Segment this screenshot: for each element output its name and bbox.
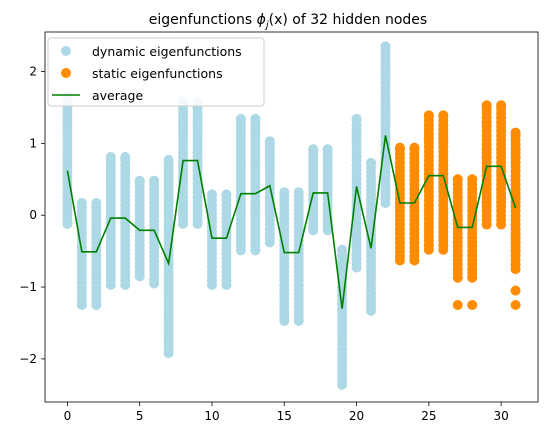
static-eigenfunction-point (409, 142, 420, 153)
y-tick-label: 0 (29, 208, 37, 222)
legend-marker-static (61, 68, 71, 78)
legend-label-dynamic: dynamic eigenfunctions (92, 44, 242, 59)
static-eigenfunction-point (510, 300, 521, 311)
x-tick-label: 0 (64, 409, 72, 423)
static-eigenfunction-point (496, 100, 507, 111)
static-eigenfunction-point (510, 285, 521, 296)
dynamic-eigenfunction-point (149, 175, 160, 186)
dynamic-eigenfunction-point (134, 175, 145, 186)
x-tick-label: 20 (349, 409, 364, 423)
static-eigenfunction-point (438, 110, 449, 121)
x-tick-label: 25 (421, 409, 436, 423)
average-line (66, 135, 517, 309)
dynamic-eigenfunction-point (337, 244, 348, 255)
dynamic-eigenfunction-point (163, 154, 174, 165)
legend-label-average: average (92, 88, 143, 103)
static-eigenfunction-point (481, 100, 492, 111)
static-eigenfunction-point (452, 300, 463, 311)
static-eigenfunction-point (467, 300, 478, 311)
legend-label-static: static eigenfunctions (92, 66, 223, 81)
dynamic-eigenfunction-point (221, 189, 232, 200)
static-eigenfunction-point (467, 174, 478, 185)
static-eigenfunction-point (423, 110, 434, 121)
dynamic-eigenfunction-point (235, 113, 246, 124)
dynamic-eigenfunction-point (250, 113, 261, 124)
y-tick-label: 1 (29, 136, 37, 150)
x-tick-label: 30 (493, 409, 508, 423)
static-eigenfunction-point (394, 142, 405, 153)
x-tick-label: 10 (204, 409, 219, 423)
axes-frame (44, 31, 539, 403)
static-eigenfunction-point (510, 127, 521, 138)
plot-area (62, 41, 521, 390)
dynamic-eigenfunction-point (76, 197, 87, 208)
dynamic-eigenfunction-point (206, 189, 217, 200)
x-tick-label: 15 (277, 409, 292, 423)
y-tick-label: 2 (29, 65, 37, 79)
x-tick-label: 5 (136, 409, 144, 423)
legend-marker-dynamic (61, 46, 71, 56)
y-tick-label: −2 (19, 352, 37, 366)
dynamic-eigenfunction-point (105, 152, 116, 163)
dynamic-eigenfunction-point (279, 187, 290, 198)
axes: 0 5 10 15 20 25 30 −2 −1 0 1 2 (19, 65, 508, 423)
dynamic-eigenfunction-point (308, 144, 319, 155)
dynamic-eigenfunction-point (293, 187, 304, 198)
dynamic-eigenfunction-point (322, 144, 333, 155)
dynamic-eigenfunction-point (380, 41, 391, 52)
static-eigenfunction-point (452, 174, 463, 185)
legend-frame (47, 37, 265, 107)
dynamic-eigenfunction-point (366, 157, 377, 168)
chart-title: eigenfunctions ϕj(x) of 32 hidden nodes (149, 12, 427, 31)
legend: dynamic eigenfunctions static eigenfunct… (47, 37, 265, 107)
dynamic-eigenfunction-point (351, 113, 362, 124)
dynamic-eigenfunction-point (264, 136, 275, 147)
dynamic-eigenfunction-point (120, 152, 131, 163)
dynamic-eigenfunction-point (91, 197, 102, 208)
y-tick-label: −1 (19, 280, 37, 294)
